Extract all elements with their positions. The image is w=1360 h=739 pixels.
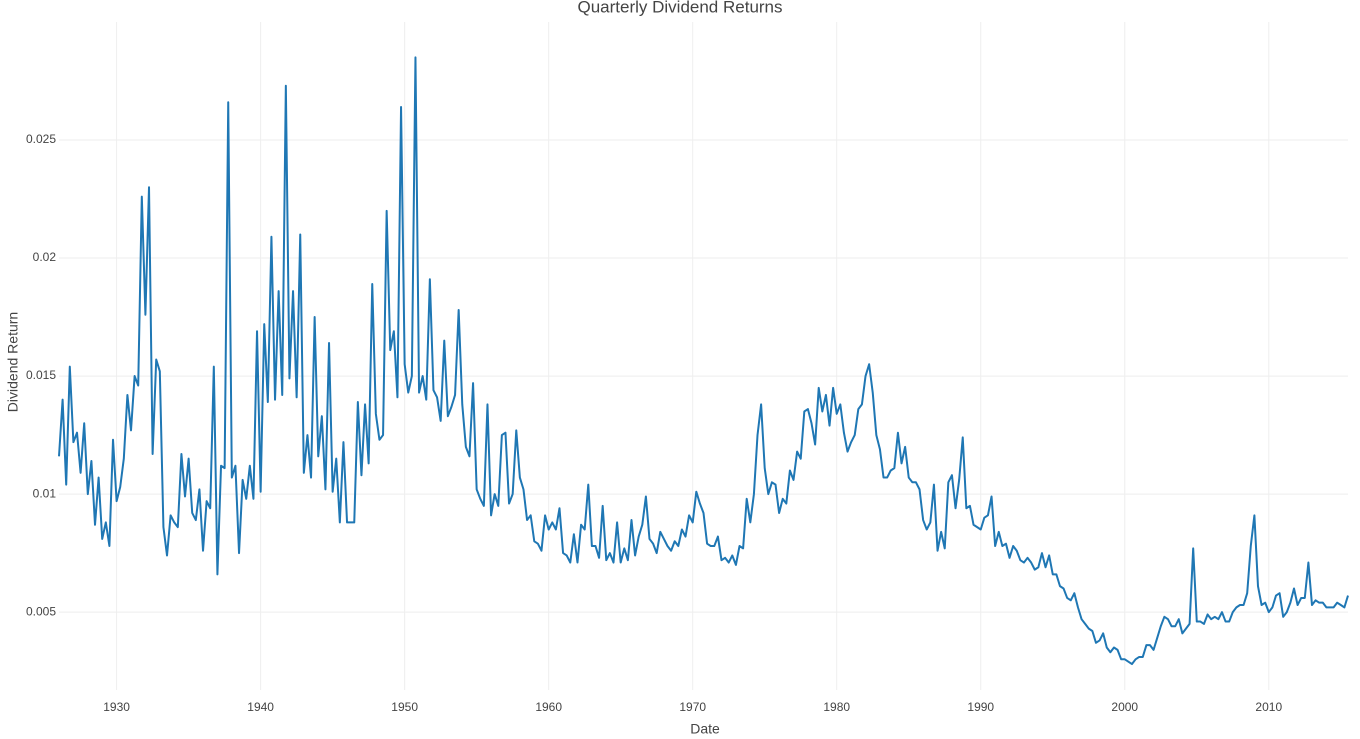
y-axis-title: Dividend Return (5, 312, 21, 412)
y-tick-label: 0.025 (26, 132, 56, 146)
x-tick-label: 1970 (679, 700, 706, 714)
x-tick-label: 1930 (103, 700, 130, 714)
x-axis-title: Date (690, 721, 720, 737)
x-tick-label: 1980 (823, 700, 850, 714)
x-tick-label: 1990 (967, 700, 994, 714)
x-tick-label: 1950 (391, 700, 418, 714)
x-tick-label: 1960 (535, 700, 562, 714)
y-tick-label: 0.005 (26, 604, 56, 618)
x-tick-label: 2000 (1111, 700, 1138, 714)
y-tick-label: 0.01 (33, 486, 57, 500)
y-tick-label: 0.02 (33, 250, 57, 264)
x-tick-label: 2010 (1255, 700, 1282, 714)
y-tick-label: 0.015 (26, 368, 56, 382)
x-tick-label: 1940 (247, 700, 274, 714)
chart-title: Quarterly Dividend Returns (577, 0, 782, 16)
data-line (58, 56, 1349, 666)
